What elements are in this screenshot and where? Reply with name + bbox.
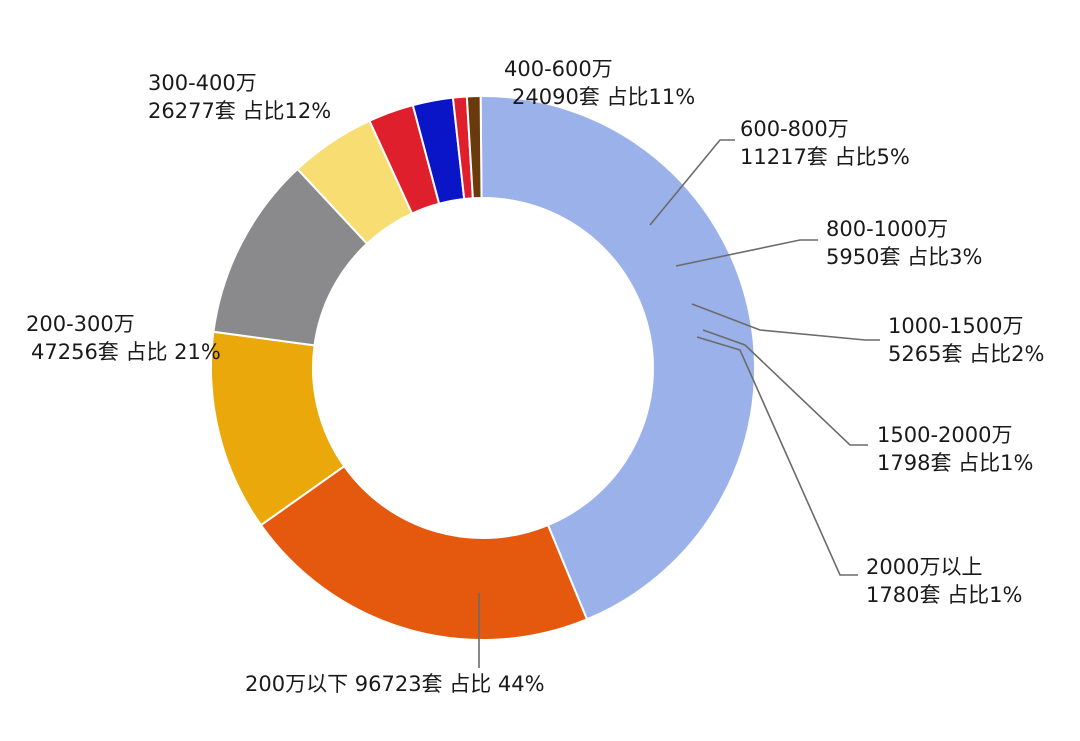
slice-6-leader-line [675, 239, 818, 267]
labels-layer: 200万以下 96723套 占比 44% 200-300万 47256套 占比 21… [26, 57, 1044, 696]
leader-lines-layer [478, 139, 880, 668]
slice-2-arc [259, 464, 589, 641]
slice-7-count-label: 5265套 占比2% [888, 342, 1044, 366]
slice-7-leader-line [691, 303, 880, 341]
slice-9-count-label: 1780套 占比1% [866, 583, 1022, 607]
slice-1-label: 200万以下 96723套 占比 44% [245, 672, 545, 696]
slice-7-range-label: 1000-1500万 [888, 314, 1023, 338]
slice-3-count-label: 26277套 占比12% [148, 99, 331, 123]
slice-5-range-label: 600-800万 [740, 117, 849, 141]
slice-8-count-label: 1798套 占比1% [877, 451, 1033, 475]
slice-4-range-label: 400-600万 [504, 57, 613, 81]
slices-layer [210, 95, 756, 641]
slice-2-count-label: 47256套 占比 21% [31, 340, 221, 364]
slice-4-count-label: 24090套 占比11% [512, 85, 695, 109]
slice-1-arc [479, 95, 756, 621]
slice-9-leader-line [696, 336, 858, 576]
slice-8-range-label: 1500-2000万 [877, 423, 1012, 447]
slice-8-leader-line [702, 329, 868, 446]
slice-9-arc [465, 95, 483, 200]
slice-9-range-label: 2000万以上 [866, 555, 982, 579]
slice-3-range-label: 300-400万 [148, 71, 257, 95]
slice-6-range-label: 800-1000万 [826, 217, 948, 241]
slice-5-count-label: 11217套 占比5% [740, 145, 910, 169]
slice-6-count-label: 5950套 占比3% [826, 245, 982, 269]
slice-5-leader-line [649, 139, 735, 226]
slice-2-range-label: 200-300万 [26, 312, 135, 336]
